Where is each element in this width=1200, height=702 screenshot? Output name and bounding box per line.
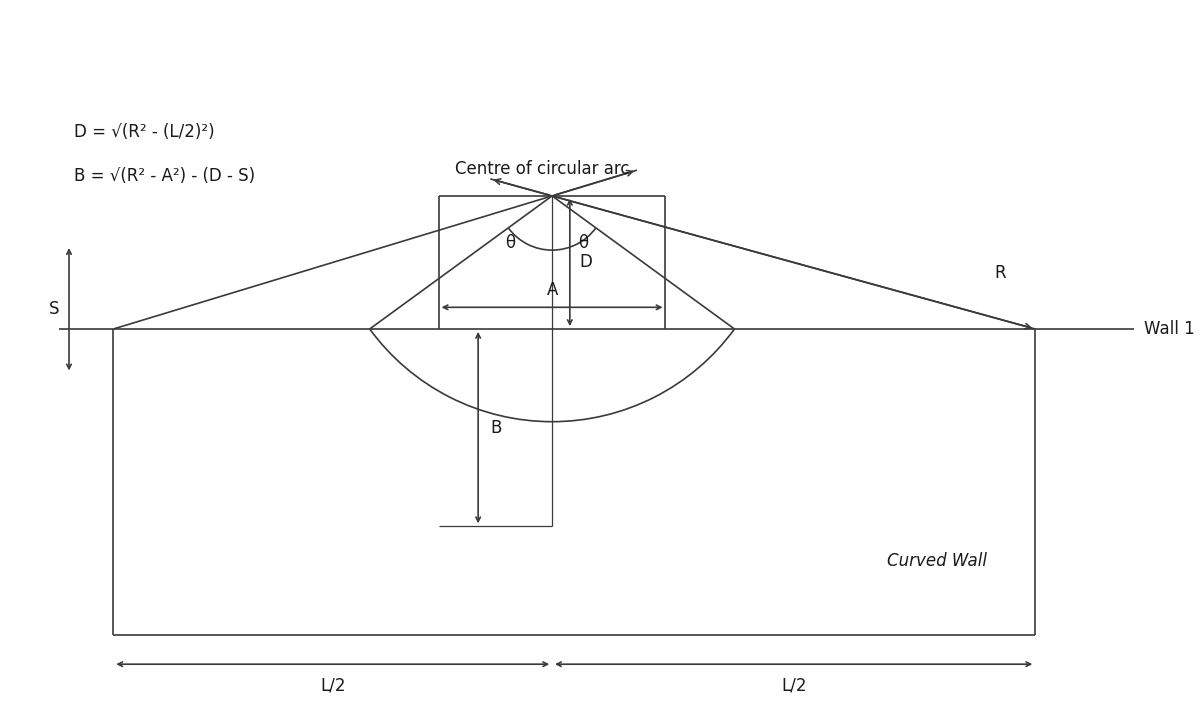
Text: B = √(R² - A²) - (D - S): B = √(R² - A²) - (D - S) [74, 167, 256, 185]
Text: Wall 1: Wall 1 [1144, 320, 1194, 338]
Text: A: A [546, 282, 558, 300]
Text: Centre of circular arc: Centre of circular arc [455, 160, 630, 178]
Text: B: B [490, 418, 502, 437]
Text: Curved Wall: Curved Wall [887, 552, 988, 570]
Text: R: R [994, 265, 1006, 282]
Text: S: S [49, 300, 59, 318]
Text: L/2: L/2 [781, 676, 806, 694]
Text: D: D [580, 253, 593, 272]
Text: D = √(R² - (L/2)²): D = √(R² - (L/2)²) [74, 123, 215, 141]
Text: θ: θ [505, 234, 516, 252]
Text: θ: θ [578, 234, 589, 252]
Text: L/2: L/2 [320, 676, 346, 694]
